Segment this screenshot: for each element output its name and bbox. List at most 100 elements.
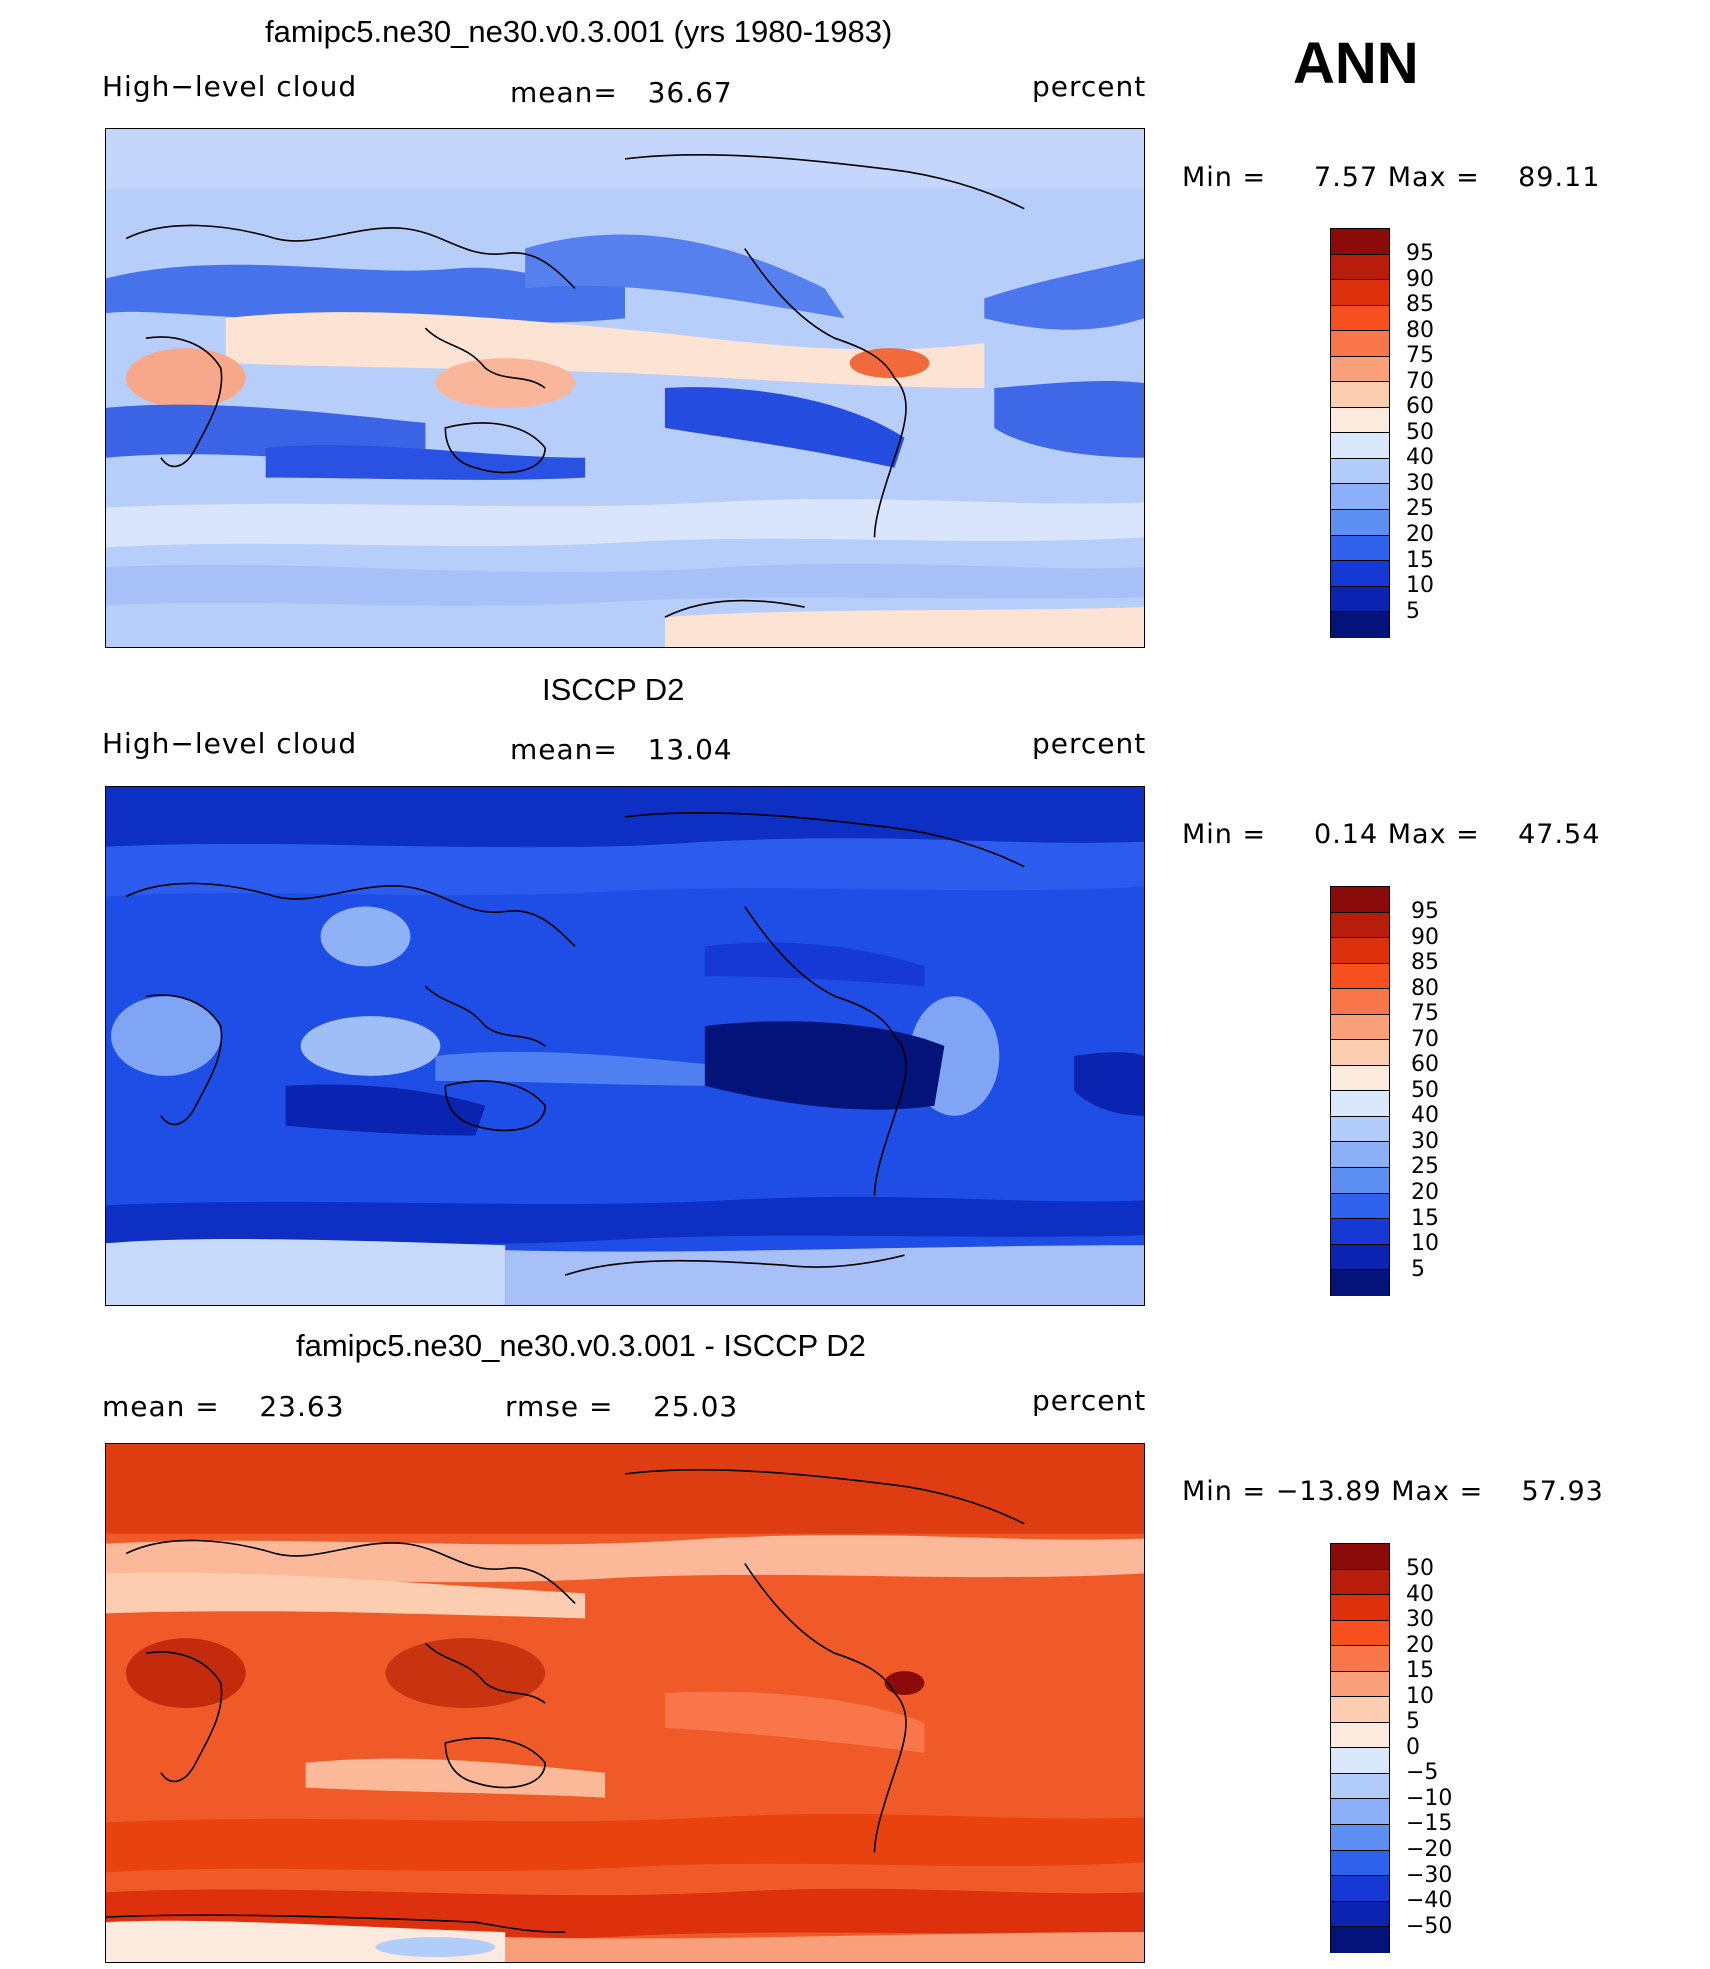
colorbar-swatch xyxy=(1331,1850,1389,1877)
colorbar-tick-label: 10 xyxy=(1406,1683,1434,1709)
panel-3-right-label: percent xyxy=(1032,1384,1147,1417)
colorbar-tick-label: 75 xyxy=(1411,1001,1439,1027)
colorbar-swatch xyxy=(1331,484,1389,511)
panel-1-title: famipc5.ne30_ne30.v0.3.001 (yrs 1980-198… xyxy=(265,14,893,49)
colorbar-swatch xyxy=(1331,1142,1389,1169)
panel-3-colorbar xyxy=(1330,1543,1390,1953)
colorbar-swatch xyxy=(1331,458,1389,485)
colorbar-tick-label: −40 xyxy=(1406,1888,1453,1914)
colorbar-swatch xyxy=(1331,1620,1389,1647)
panel-1-colorbar xyxy=(1330,228,1390,638)
colorbar-swatch xyxy=(1331,561,1389,587)
season-label: ANN xyxy=(1293,31,1419,96)
panel-1-map-field xyxy=(106,129,1144,647)
colorbar-swatch xyxy=(1331,1671,1389,1698)
colorbar-tick-label: 40 xyxy=(1406,445,1434,471)
colorbar-swatch xyxy=(1331,586,1389,613)
colorbar-tick-label: 20 xyxy=(1411,1180,1439,1206)
colorbar-swatch xyxy=(1331,938,1389,964)
colorbar-swatch xyxy=(1331,229,1389,255)
colorbar-swatch xyxy=(1331,331,1389,357)
colorbar-tick-label: 0 xyxy=(1406,1734,1420,1760)
colorbar-swatch xyxy=(1331,1748,1389,1774)
colorbar-tick-label: −50 xyxy=(1406,1913,1453,1939)
colorbar-swatch xyxy=(1331,1595,1389,1621)
colorbar-tick-label: 10 xyxy=(1406,573,1434,599)
colorbar-swatch xyxy=(1331,1722,1389,1749)
colorbar-tick-label: 85 xyxy=(1411,950,1439,976)
panel-1-map xyxy=(105,128,1145,648)
colorbar-tick-label: 5 xyxy=(1406,598,1420,624)
colorbar-swatch xyxy=(1331,305,1389,332)
colorbar-swatch xyxy=(1331,1646,1389,1672)
colorbar-tick-label: 20 xyxy=(1406,522,1434,548)
colorbar-tick-label: 95 xyxy=(1411,899,1439,924)
panel-2-map-field xyxy=(106,787,1144,1305)
colorbar-tick-label: 30 xyxy=(1411,1128,1439,1154)
colorbar-swatch xyxy=(1331,1168,1389,1194)
panel-1-min-max: Min = 7.57 Max = 89.11 xyxy=(1182,162,1601,193)
panel-2-min-max: Min = 0.14 Max = 47.54 xyxy=(1182,819,1601,850)
panel-1-right-label: percent xyxy=(1032,70,1147,103)
colorbar-swatch xyxy=(1331,1876,1389,1902)
panel-2-left-label: High−level cloud xyxy=(102,727,358,760)
colorbar-tick-label: 30 xyxy=(1406,1607,1434,1633)
colorbar-swatch xyxy=(1331,1825,1389,1851)
colorbar-tick-label: 5 xyxy=(1411,1256,1425,1282)
colorbar-swatch xyxy=(1331,1193,1389,1220)
panel-1-center-label: mean= 36.67 xyxy=(510,76,733,109)
colorbar-tick-label: 50 xyxy=(1406,419,1434,445)
colorbar-tick-label: 20 xyxy=(1406,1632,1434,1658)
panel-3-colorbar-ticks: 50 40 30 20 15 10 5 0 −5 −10 −15 −20 −30… xyxy=(1406,1556,1452,1939)
colorbar-swatch xyxy=(1331,1927,1389,1953)
colorbar-swatch xyxy=(1331,1799,1389,1826)
panel-1-left-label: High−level cloud xyxy=(102,70,358,103)
colorbar-swatch xyxy=(1331,1116,1389,1143)
colorbar-swatch xyxy=(1331,612,1389,638)
colorbar-tick-label: 90 xyxy=(1411,924,1439,950)
colorbar-swatch xyxy=(1331,912,1389,939)
panel-2-colorbar xyxy=(1330,886,1390,1296)
colorbar-swatch xyxy=(1331,1270,1389,1296)
colorbar-swatch xyxy=(1331,1773,1389,1800)
panel-3-min-max: Min = −13.89 Max = 57.93 xyxy=(1182,1476,1604,1507)
colorbar-tick-label: 75 xyxy=(1406,343,1434,369)
colorbar-swatch xyxy=(1331,1244,1389,1271)
panel-3-title: famipc5.ne30_ne30.v0.3.001 - ISCCP D2 xyxy=(296,1328,866,1363)
colorbar-swatch xyxy=(1331,356,1389,383)
panel-3-left-label: mean = 23.63 xyxy=(102,1390,345,1423)
colorbar-tick-label: 85 xyxy=(1406,292,1434,318)
panel-3-map-field xyxy=(106,1444,1144,1962)
colorbar-tick-label: 60 xyxy=(1406,394,1434,420)
colorbar-tick-label: 50 xyxy=(1411,1077,1439,1103)
colorbar-tick-label: 95 xyxy=(1406,241,1434,266)
colorbar-tick-label: 40 xyxy=(1411,1103,1439,1129)
colorbar-swatch xyxy=(1331,1091,1389,1117)
colorbar-tick-label: −10 xyxy=(1406,1785,1453,1811)
colorbar-swatch xyxy=(1331,1569,1389,1596)
colorbar-swatch xyxy=(1331,433,1389,459)
colorbar-tick-label: 30 xyxy=(1406,470,1434,496)
colorbar-tick-label: 80 xyxy=(1411,975,1439,1001)
colorbar-swatch xyxy=(1331,1697,1389,1723)
panel-2-right-label: percent xyxy=(1032,727,1147,760)
colorbar-swatch xyxy=(1331,510,1389,536)
colorbar-tick-label: 15 xyxy=(1411,1205,1439,1231)
colorbar-swatch xyxy=(1331,1901,1389,1928)
colorbar-swatch xyxy=(1331,535,1389,562)
colorbar-tick-label: −15 xyxy=(1406,1811,1453,1837)
colorbar-tick-label: −30 xyxy=(1406,1862,1453,1888)
colorbar-tick-label: 15 xyxy=(1406,547,1434,573)
colorbar-tick-label: 80 xyxy=(1406,317,1434,343)
colorbar-swatch xyxy=(1331,963,1389,990)
colorbar-tick-label: 70 xyxy=(1411,1026,1439,1052)
colorbar-swatch xyxy=(1331,382,1389,408)
colorbar-swatch xyxy=(1331,1065,1389,1092)
panel-3-center-label: rmse = 25.03 xyxy=(505,1390,739,1423)
colorbar-tick-label: 25 xyxy=(1411,1154,1439,1180)
panel-2-colorbar-ticks: 95 90 85 80 75 70 60 50 40 30 25 20 15 1… xyxy=(1411,899,1439,1282)
colorbar-tick-label: −20 xyxy=(1406,1837,1453,1863)
colorbar-swatch xyxy=(1331,254,1389,281)
colorbar-tick-label: 40 xyxy=(1406,1581,1434,1607)
colorbar-swatch xyxy=(1331,407,1389,434)
